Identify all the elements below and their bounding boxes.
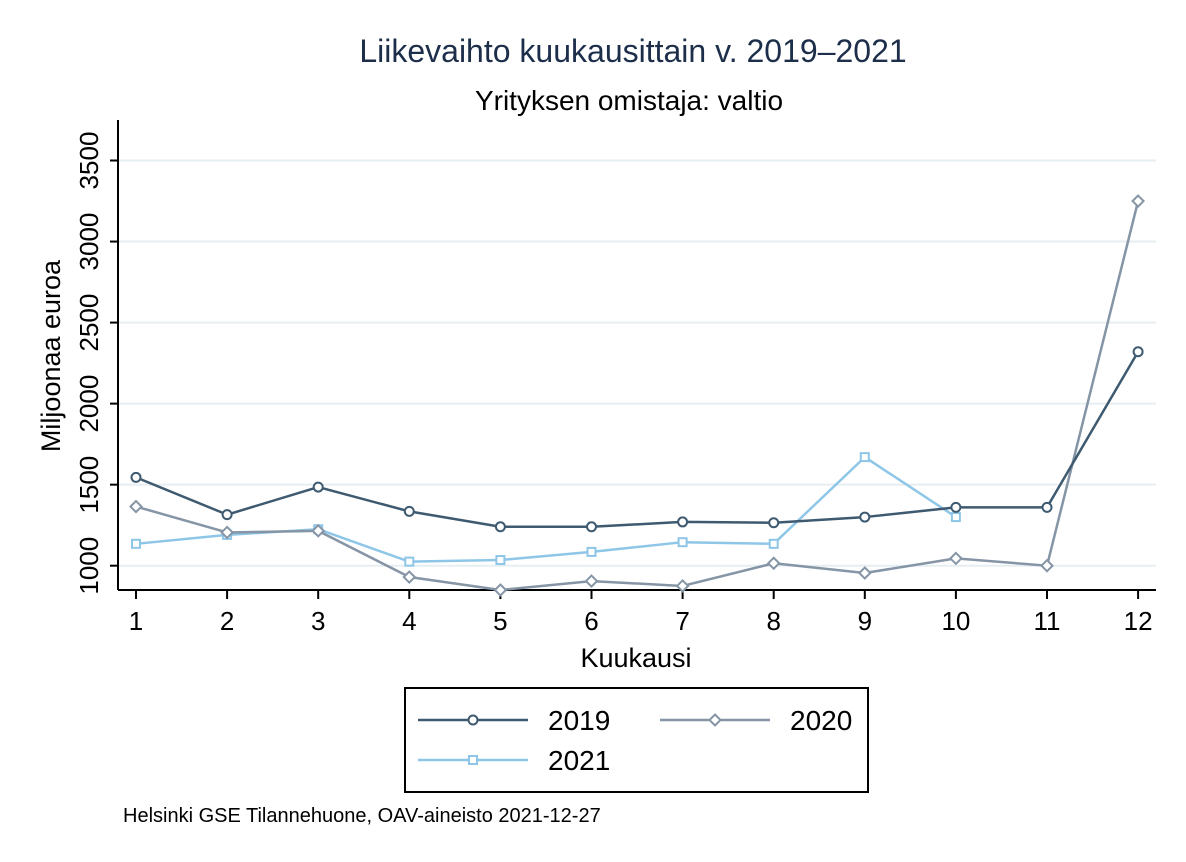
gridlines [118,159,1156,567]
x-tick-label-9: 9 [858,606,872,636]
y-tick-label-1000: 1000 [74,537,104,595]
x-tick-label-7: 7 [675,606,689,636]
point-2020-11 [1040,558,1054,573]
y-axis-title: Miljoonaa euroa [36,259,66,452]
x-axis-title: Kuukausi [580,643,691,673]
legend-label-2021: 2021 [548,745,610,776]
point-2020-6 [584,574,599,589]
point-2020-10 [948,551,963,566]
legend-item-2019: 2019 [418,705,610,736]
legend-items: 2019 2020 2021 [418,705,852,776]
x-tick-label-1: 1 [129,606,143,636]
x-tick-label-12: 12 [1124,606,1153,636]
legend-item-2020: 2020 [660,705,852,736]
point-2021-1 [131,538,141,549]
series-2020 [129,194,1146,597]
y-tick-label-3500: 3500 [74,132,104,190]
point-2019-4 [403,505,415,517]
x-tick-label-4: 4 [402,606,416,636]
x-tick-label-5: 5 [493,606,507,636]
x-axis: 1 2 3 4 5 6 7 8 9 10 11 12 [118,589,1156,636]
x-tick-label-3: 3 [311,606,325,636]
legend-label-2020: 2020 [790,705,852,736]
point-2019-12 [1132,346,1144,358]
point-2019-3 [312,481,324,493]
x-tick-label-10: 10 [941,606,970,636]
x-tick-label-8: 8 [766,606,780,636]
point-2020-12 [1131,194,1146,208]
y-tick-label-1500: 1500 [74,456,104,514]
point-2021-7 [677,537,688,548]
point-2020-8 [766,556,781,571]
y-tick-label-3000: 3000 [74,213,104,271]
legend-item-2021: 2021 [418,745,610,776]
point-2020-7 [675,579,690,593]
chart-title: Liikevaihto kuukausittain v. 2019–2021 [359,33,906,69]
point-2019-6 [586,521,597,533]
point-2019-5 [494,521,506,533]
series-2021 [131,452,961,567]
chart-subtitle: Yrityksen omistaja: valtio [475,85,783,116]
legend-label-2019: 2019 [548,705,610,736]
series-layer [129,194,1146,597]
legend-marker-2019 [467,714,479,726]
point-2019-9 [859,511,871,523]
point-2020-5 [493,583,508,597]
point-2021-6 [586,546,597,557]
point-2021-5 [495,555,506,566]
point-2020-4 [402,570,417,584]
point-2020-1 [129,499,143,514]
x-tick-label-11: 11 [1034,606,1061,636]
x-tick-label-6: 6 [584,606,598,636]
series-2019 [130,346,1144,533]
y-tick-label-2000: 2000 [74,375,104,433]
legend-marker-2021 [468,755,478,765]
point-2019-2 [221,509,233,521]
point-2020-2 [220,525,235,540]
y-tick-label-2500: 2500 [74,294,104,352]
series-line-2019 [135,351,1140,529]
series-line-2021 [135,455,957,563]
point-2021-8 [768,538,779,549]
point-2019-7 [677,516,689,528]
point-2021-9 [859,452,870,463]
legend-marker-2020 [708,713,722,727]
point-2019-11 [1041,501,1053,513]
point-2020-9 [857,566,872,580]
x-tick-label-2: 2 [220,606,234,636]
point-2020-3 [311,523,326,538]
legend-box [404,687,869,793]
point-2021-4 [404,556,415,567]
point-2019-8 [768,517,780,529]
source-note: Helsinki GSE Tilannehuone, OAV-aineisto … [123,805,601,827]
point-2019-10 [950,501,962,513]
series-line-2020 [135,200,1140,592]
y-axis: 1000 1500 2000 2500 3000 3500 [74,120,119,595]
point-2021-10 [950,512,961,523]
legend: 2019 2020 2021 [404,687,869,793]
point-2019-1 [130,471,142,483]
